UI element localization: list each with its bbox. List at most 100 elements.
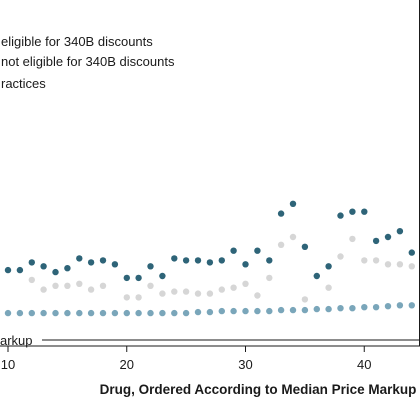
practices-point [325, 305, 332, 313]
not-eligible-point [396, 261, 404, 268]
not-eligible-point [384, 261, 392, 268]
x-tick-label: 30 [238, 357, 252, 372]
eligible-point [218, 257, 225, 264]
x-tick-label: 10 [1, 357, 15, 372]
practices-point [171, 309, 178, 317]
series-eligible [4, 200, 415, 282]
not-eligible-point [230, 284, 237, 291]
not-eligible-point [266, 274, 273, 282]
not-eligible-point [277, 241, 285, 248]
eligible-point [123, 274, 130, 282]
practices-point [111, 309, 119, 317]
eligible-point [4, 266, 12, 274]
not-eligible-point [372, 257, 380, 264]
eligible-point [325, 263, 332, 270]
not-eligible-point [361, 257, 368, 264]
practices-point [408, 302, 415, 309]
practices-point [384, 303, 392, 310]
series-not-eligible [28, 233, 415, 303]
not-eligible-point [28, 276, 35, 284]
legend-practices-label: ractices [1, 76, 46, 91]
practices-point [64, 309, 71, 317]
practices-point [230, 307, 237, 315]
not-eligible-point [254, 292, 261, 299]
eligible-point [40, 263, 47, 270]
reference-line-label: arkup [0, 333, 33, 348]
practices-point [28, 309, 35, 317]
not-eligible-point [147, 282, 154, 289]
not-eligible-point [218, 286, 225, 293]
legend-not-eligible-label: not eligible for 340B discounts [1, 54, 175, 69]
eligible-point [349, 208, 356, 215]
eligible-point [396, 228, 404, 235]
x-axis-title: Drug, Ordered According to Median Price … [100, 382, 417, 397]
practices-point [123, 309, 130, 317]
practices-point [16, 309, 24, 317]
series-practices [4, 302, 415, 317]
eligible-point [254, 247, 261, 254]
eligible-point [171, 255, 178, 262]
practices-point [40, 309, 47, 317]
not-eligible-point [123, 294, 130, 301]
practices-point [337, 305, 344, 312]
not-eligible-point [301, 296, 309, 303]
not-eligible-point [159, 290, 166, 297]
practices-point [266, 307, 273, 315]
not-eligible-point [289, 233, 297, 241]
practices-point [87, 309, 95, 317]
practices-point [182, 309, 190, 317]
eligible-point [99, 257, 107, 264]
practices-point [301, 306, 309, 314]
not-eligible-point [349, 235, 356, 243]
x-tick-label: 20 [120, 357, 134, 372]
not-eligible-point [135, 294, 142, 301]
eligible-point [28, 259, 35, 266]
legend: eligible for 340B discounts not eligible… [1, 34, 175, 91]
eligible-point [301, 243, 309, 250]
legend-eligible-label: eligible for 340B discounts [1, 34, 153, 49]
eligible-point [159, 272, 166, 280]
not-eligible-point [171, 288, 178, 295]
practices-point [313, 305, 320, 313]
eligible-point [182, 257, 190, 264]
practices-point [76, 309, 83, 317]
not-eligible-point [40, 286, 47, 293]
practices-point [147, 309, 154, 317]
not-eligible-point [206, 290, 214, 297]
not-eligible-point [194, 290, 202, 297]
practices-point [218, 307, 225, 315]
practices-point [277, 306, 285, 314]
eligible-point [266, 257, 273, 264]
eligible-point [313, 272, 320, 280]
eligible-point [16, 266, 24, 274]
not-eligible-point [52, 282, 59, 289]
practices-point [99, 309, 107, 317]
not-eligible-point [182, 288, 190, 295]
eligible-point [242, 261, 249, 268]
eligible-point [111, 261, 119, 268]
eligible-point [230, 247, 237, 254]
eligible-point [64, 265, 71, 272]
eligible-point [206, 259, 214, 266]
not-eligible-point [408, 263, 415, 270]
practices-point [4, 309, 12, 317]
practices-point [396, 302, 404, 309]
eligible-point [87, 259, 95, 266]
reference-line-group: arkup [0, 333, 420, 348]
not-eligible-point [337, 253, 344, 260]
eligible-point [361, 208, 368, 215]
eligible-point [384, 233, 392, 241]
eligible-point [194, 257, 202, 264]
not-eligible-point [242, 280, 249, 287]
not-eligible-point [64, 282, 71, 289]
not-eligible-point [76, 280, 83, 287]
eligible-point [289, 200, 297, 207]
practices-point [135, 309, 142, 317]
practices-point [349, 305, 356, 312]
eligible-point [147, 263, 154, 270]
eligible-point [52, 268, 59, 276]
practices-point [52, 309, 59, 317]
eligible-point [135, 274, 142, 282]
not-eligible-point [87, 286, 95, 293]
